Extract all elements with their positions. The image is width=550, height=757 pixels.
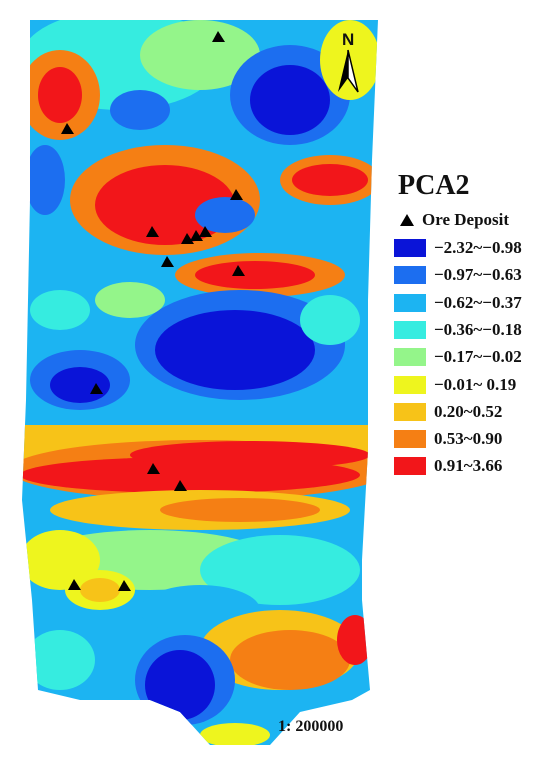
- legend-label: −0.97~−0.63: [434, 265, 522, 285]
- legend-row: −0.36~−0.18: [394, 320, 522, 340]
- legend-swatch: [394, 430, 426, 449]
- legend-swatch: [394, 348, 426, 367]
- legend-label: −0.01~ 0.19: [434, 374, 517, 394]
- scale-text: 1: 200000: [278, 718, 344, 735]
- legend-label: 0.53~0.90: [434, 429, 503, 449]
- zone: [230, 630, 350, 690]
- zone: [140, 20, 260, 90]
- zone: [337, 615, 373, 665]
- zone: [38, 67, 82, 123]
- ore-deposit-marker: [147, 463, 160, 474]
- zone: [95, 282, 165, 318]
- legend-swatch: [394, 266, 426, 285]
- legend-row: 0.20~0.52: [394, 402, 502, 422]
- zone: [195, 197, 255, 233]
- legend-row: −0.01~ 0.19: [394, 375, 516, 395]
- ore-deposit-marker: [118, 580, 131, 591]
- legend-ore-deposit-label: Ore Deposit: [422, 210, 510, 229]
- legend-label: −2.32~−0.98: [434, 238, 522, 257]
- legend-row: 0.91~3.66: [394, 456, 502, 476]
- zone: [200, 535, 360, 605]
- legend-label: −0.36~−0.18: [434, 319, 522, 339]
- legend-swatch: [394, 457, 426, 476]
- zone: [25, 630, 95, 690]
- ore-deposit-marker: [146, 226, 159, 237]
- north-arrow-icon: [338, 49, 359, 93]
- ore-deposit-marker: [232, 265, 245, 276]
- ore-deposit-marker: [68, 579, 81, 590]
- zone: [145, 650, 215, 720]
- legend-title: PCA2: [398, 170, 470, 201]
- zone: [130, 441, 370, 469]
- zone: [292, 164, 368, 196]
- legend-row: −2.32~−0.98: [394, 238, 522, 258]
- ore-deposit-marker: [90, 383, 103, 394]
- zone: [95, 165, 235, 245]
- legend-label: −0.17~−0.02: [434, 347, 522, 367]
- legend-label: 0.91~3.66: [434, 456, 503, 476]
- north-label: N: [342, 30, 355, 49]
- zone: [200, 723, 270, 745]
- ore-deposit-marker: [174, 480, 187, 491]
- zone: [110, 90, 170, 130]
- zone: [30, 290, 90, 330]
- ore-deposits: [61, 31, 245, 591]
- ore-deposit-marker: [161, 256, 174, 267]
- ore-deposit-marker: [199, 226, 212, 237]
- zone: [25, 145, 65, 215]
- legend-row: 0.53~0.90: [394, 429, 502, 449]
- ore-deposit-marker: [230, 189, 243, 200]
- zone: [80, 578, 120, 602]
- legend-ore-deposit: Ore Deposit: [400, 210, 509, 230]
- zone: [195, 261, 315, 289]
- triangle-icon: [400, 214, 414, 226]
- zone: [50, 367, 110, 403]
- legend-row: −0.62~−0.37: [394, 293, 522, 313]
- legend-swatch: [394, 293, 426, 312]
- ore-deposit-marker: [212, 31, 225, 42]
- legend-label: 0.20~0.52: [434, 401, 503, 421]
- zone: [160, 498, 320, 522]
- zone: [250, 65, 330, 135]
- legend-row: −0.97~−0.63: [394, 265, 522, 285]
- legend-swatch: [394, 320, 426, 339]
- zone: [155, 310, 315, 390]
- ore-deposit-marker: [181, 233, 194, 244]
- ore-deposit-marker: [61, 123, 74, 134]
- ore-deposit-marker: [190, 230, 203, 241]
- legend-swatch: [394, 375, 426, 394]
- legend-swatch: [394, 239, 426, 257]
- legend-row: −0.17~−0.02: [394, 347, 522, 367]
- zone: [300, 295, 360, 345]
- legend-swatch: [394, 402, 426, 421]
- legend-label: −0.62~−0.37: [434, 292, 522, 312]
